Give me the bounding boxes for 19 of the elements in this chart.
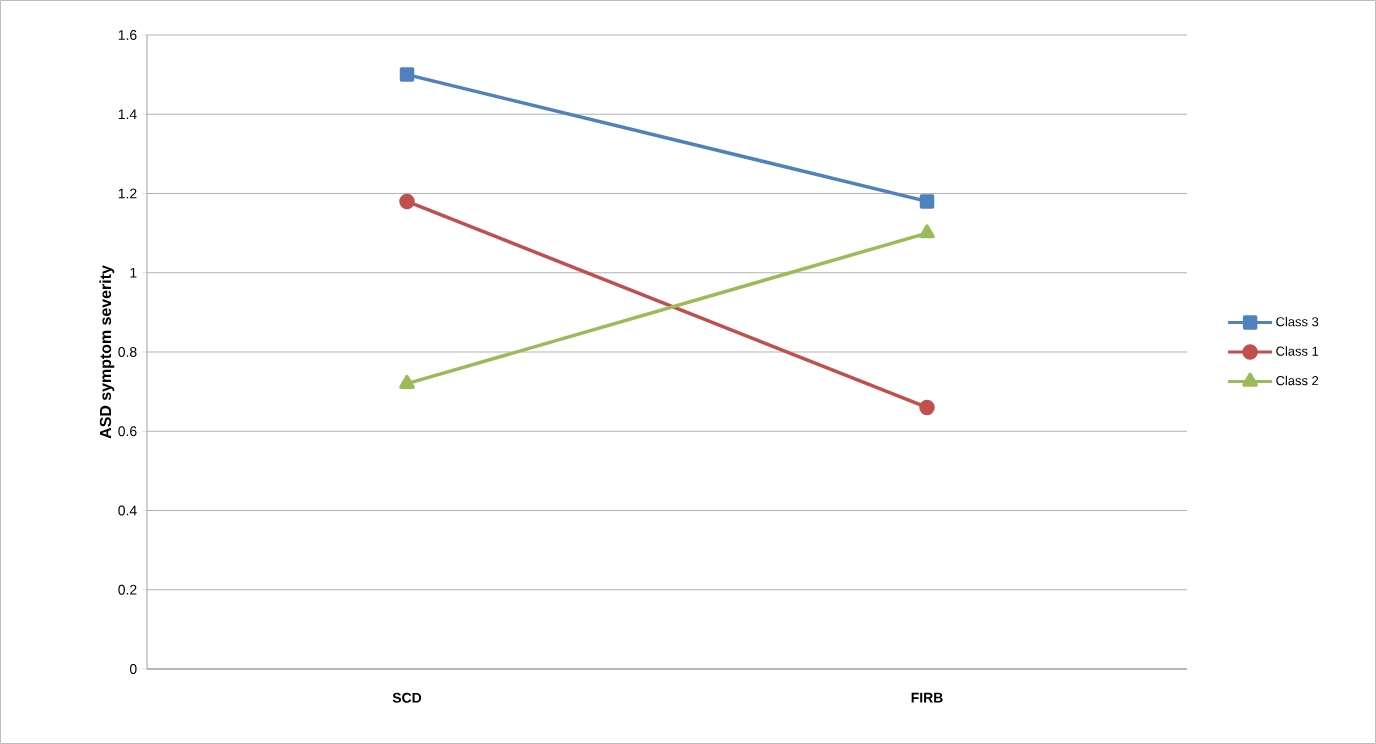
point bbox=[919, 194, 935, 209]
y-tick-label: 0.4 bbox=[118, 505, 137, 516]
y-tick-label: 0.6 bbox=[118, 426, 137, 437]
y-tick-label: 0.8 bbox=[118, 347, 137, 357]
y-axis-title: ASD symptom severity bbox=[99, 265, 115, 439]
legend-label: Class 3 bbox=[1276, 316, 1319, 327]
point bbox=[919, 399, 935, 416]
legend-label: Class 2 bbox=[1276, 375, 1319, 386]
y-tick-label: 0 bbox=[129, 664, 137, 674]
y-tick-label: 1 bbox=[130, 267, 137, 278]
x-tick-label: SCD bbox=[392, 692, 422, 703]
y-tick-label: 1.6 bbox=[118, 30, 137, 40]
y-tick-label: 1.4 bbox=[118, 109, 137, 120]
point bbox=[399, 67, 415, 82]
y-tick-label: 0.2 bbox=[118, 584, 137, 595]
x-tick-label: FIRB bbox=[911, 692, 943, 703]
y-tick-label: 1.2 bbox=[118, 188, 137, 199]
point bbox=[399, 193, 415, 210]
legend-label: Class 1 bbox=[1276, 346, 1319, 356]
